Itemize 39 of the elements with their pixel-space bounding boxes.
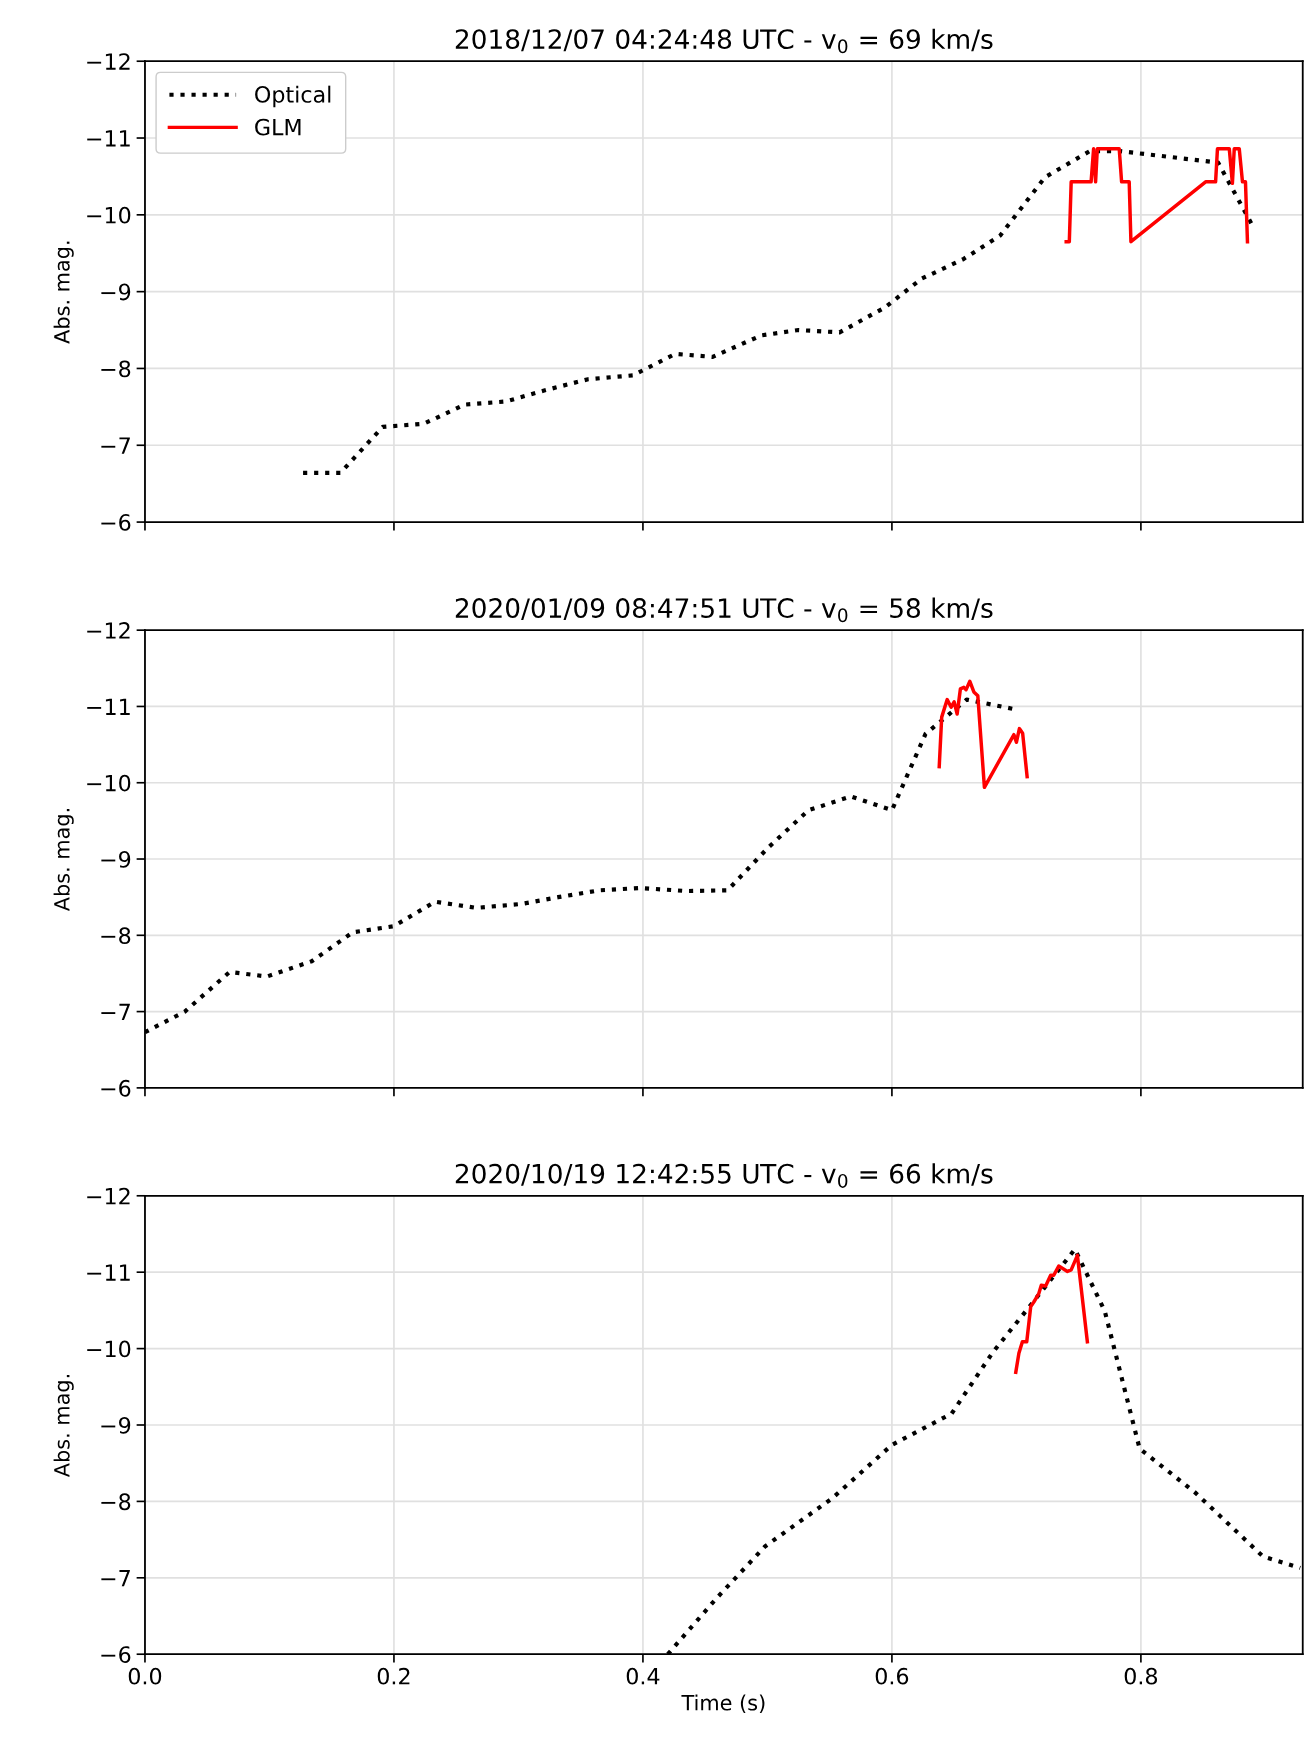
y-tick-label: −8 bbox=[101, 360, 131, 378]
y-tick-label: −6 bbox=[101, 514, 131, 531]
x-tick-label: 0.2 bbox=[377, 1667, 410, 1685]
y-tick-label: −9 bbox=[101, 283, 131, 301]
x-tick-label: 0.4 bbox=[626, 1667, 660, 1685]
y-axis-title: Abs. mag. bbox=[53, 241, 74, 344]
y-tick-label: −12 bbox=[87, 1187, 130, 1205]
line-series bbox=[1014, 1253, 1090, 1375]
y-tick-label: −10 bbox=[87, 1340, 131, 1358]
y-tick-label: −6 bbox=[101, 1079, 131, 1097]
y-tick-label: −9 bbox=[101, 850, 131, 868]
x-tick-label: 0.6 bbox=[875, 1667, 909, 1685]
x-tick-label: 0.8 bbox=[1124, 1667, 1158, 1685]
y-tick-label: −10 bbox=[87, 206, 131, 224]
legend-label: Optical bbox=[255, 85, 331, 108]
y-tick-label: −7 bbox=[101, 1570, 130, 1587]
legend-label: GLM bbox=[255, 118, 301, 136]
y-tick-label: −9 bbox=[101, 1416, 131, 1434]
chart-title: 2020/01/09 08:47:51 UTC - v$_{0}$ = 58 km/s bbox=[455, 597, 993, 623]
y-tick-label: −8 bbox=[101, 927, 131, 945]
x-axis-title: Time (s) bbox=[681, 1694, 765, 1714]
y-axis-title: Abs. mag. bbox=[53, 1375, 74, 1478]
y-axis-title: Abs. mag. bbox=[53, 809, 74, 912]
chart-title: 2020/10/19 12:42:55 UTC - v$_{0}$ = 66 km/s bbox=[455, 1163, 993, 1188]
y-tick-label: −11 bbox=[87, 698, 130, 715]
y-tick-label: −12 bbox=[87, 53, 130, 70]
y-tick-label: −11 bbox=[87, 130, 130, 147]
line-series bbox=[300, 148, 1256, 476]
x-tick-label: 0.0 bbox=[128, 1667, 162, 1685]
y-tick-label: −8 bbox=[101, 1493, 131, 1511]
y-tick-label: −7 bbox=[101, 1003, 130, 1021]
line-series bbox=[1064, 147, 1250, 244]
y-tick-label: −10 bbox=[87, 774, 131, 792]
line-series bbox=[937, 679, 1029, 790]
y-tick-label: −11 bbox=[87, 1264, 130, 1281]
y-tick-label: −7 bbox=[101, 437, 130, 454]
chart-title: 2018/12/07 04:24:48 UTC - v$_{0}$ = 69 km/s bbox=[455, 28, 993, 54]
y-tick-label: −6 bbox=[101, 1646, 131, 1663]
y-tick-label: −12 bbox=[87, 622, 130, 639]
